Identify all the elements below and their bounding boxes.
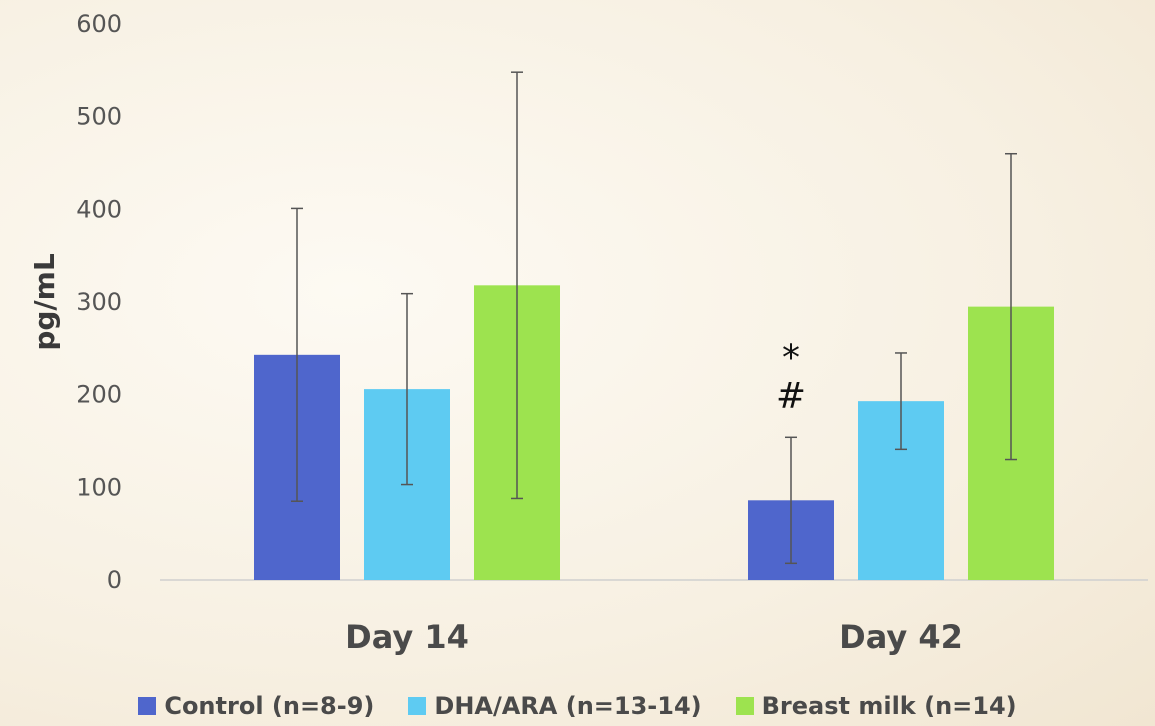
x-axis-categories: Day 14 Day 42 xyxy=(345,618,963,656)
y-tick-label: 600 xyxy=(76,10,122,38)
x-category-label: Day 14 xyxy=(345,618,469,656)
x-category-label: Day 42 xyxy=(839,618,963,656)
y-tick-label: 300 xyxy=(76,288,122,316)
annotations-group: *# xyxy=(776,337,806,416)
legend: Control (n=8-9) DHA/ARA (n=13-14) Breast m… xyxy=(0,690,1155,722)
y-tick-label: 0 xyxy=(107,566,122,594)
bar-chart: 0 100 200 300 400 500 600 *# Day 14 Day 42 pg/m… xyxy=(28,10,1148,656)
y-tick-label: 400 xyxy=(76,195,122,223)
legend-item: Breast milk (n=14) xyxy=(735,692,1017,720)
bars-group xyxy=(254,285,1054,580)
significance-marker: # xyxy=(776,375,806,416)
y-tick-label: 500 xyxy=(76,103,122,131)
y-axis-ticks: 0 100 200 300 400 500 600 xyxy=(76,10,122,594)
y-axis-label: pg/mL xyxy=(28,253,61,350)
y-tick-label: 100 xyxy=(76,473,122,501)
legend-swatch xyxy=(735,697,754,715)
legend-label: Control (n=8-9) xyxy=(164,692,375,720)
legend-swatch xyxy=(408,697,427,715)
legend-item: DHA/ARA (n=13-14) xyxy=(408,692,702,720)
error-bars-group xyxy=(291,71,1017,565)
legend-label: DHA/ARA (n=13-14) xyxy=(434,692,702,720)
legend-item: Control (n=8-9) xyxy=(138,692,374,720)
y-tick-label: 200 xyxy=(76,381,122,409)
legend-swatch xyxy=(138,697,157,715)
legend-label: Breast milk (n=14) xyxy=(761,692,1017,720)
significance-marker: * xyxy=(782,337,800,378)
